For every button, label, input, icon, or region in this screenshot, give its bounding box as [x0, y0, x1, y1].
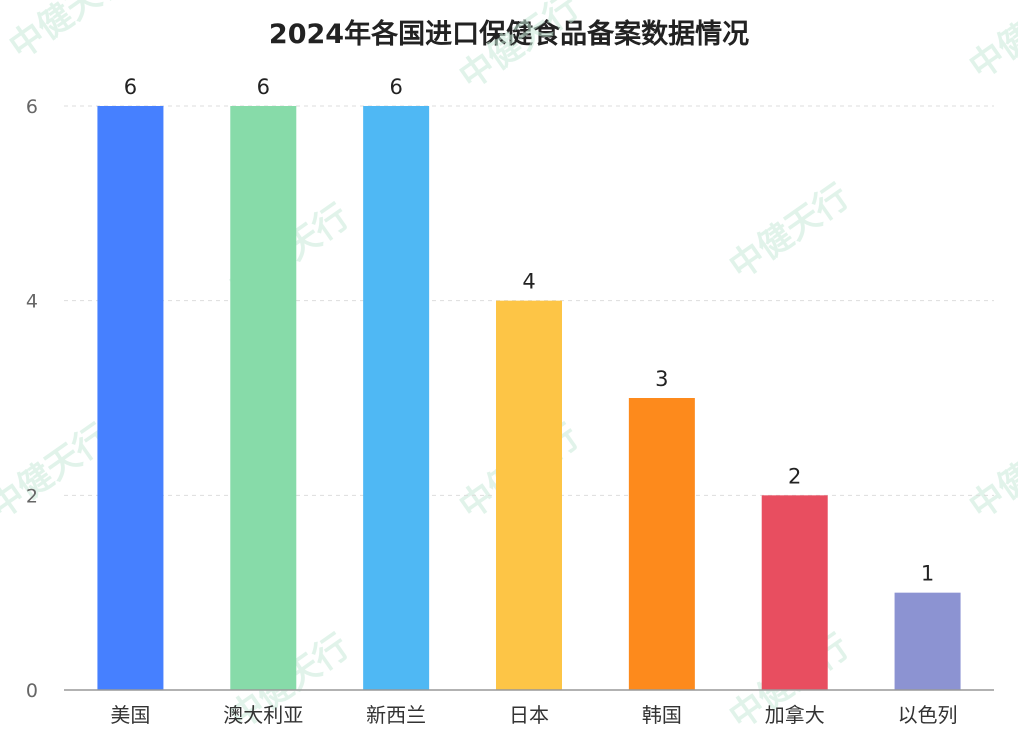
bar-6	[761, 495, 828, 690]
y-tick-label: 0	[26, 680, 38, 702]
x-category-label: 以色列	[898, 703, 958, 727]
bar-4	[496, 300, 562, 690]
bar-value-label: 2	[788, 464, 801, 488]
bar-value-label: 4	[522, 270, 535, 294]
x-category-label: 韩国	[642, 703, 682, 727]
x-axis-labels: 美国 澳大利亚 新西兰 日本 韩国 加拿大 以色列	[110, 703, 957, 727]
x-category-label: 日本	[509, 703, 549, 727]
bar-value-label: 6	[389, 75, 402, 99]
bar-5	[628, 398, 695, 690]
y-axis-ticks: 0 2 4 6	[26, 96, 38, 702]
bars	[97, 106, 961, 690]
bar-value-label: 1	[921, 562, 934, 586]
x-category-label: 澳大利亚	[223, 703, 303, 727]
watermark-text: 中健天行	[452, 0, 586, 97]
chart-title: 2024年各国进口保健食品备案数据情况	[268, 19, 750, 50]
y-tick-label: 6	[26, 96, 38, 118]
bar-value-label: 6	[257, 75, 270, 99]
watermark-text: 中健天行	[962, 417, 1018, 528]
bar-value-label: 3	[655, 367, 668, 391]
data-labels: 6 6 6 4 3 2 1	[124, 75, 935, 586]
bar-3	[363, 106, 430, 690]
bar-2	[230, 106, 297, 690]
x-category-label: 加拿大	[765, 703, 825, 727]
x-category-label: 新西兰	[366, 703, 426, 727]
bar-value-label: 6	[124, 75, 137, 99]
watermark-text: 中健天行	[962, 0, 1018, 87]
y-tick-label: 4	[26, 291, 38, 313]
x-category-label: 美国	[110, 703, 150, 727]
bar-1	[97, 106, 164, 690]
bar-7	[894, 592, 961, 690]
watermark-text: 中健天行	[722, 177, 856, 288]
watermark-text: 中健天行	[2, 0, 136, 67]
y-tick-label: 2	[26, 485, 38, 507]
